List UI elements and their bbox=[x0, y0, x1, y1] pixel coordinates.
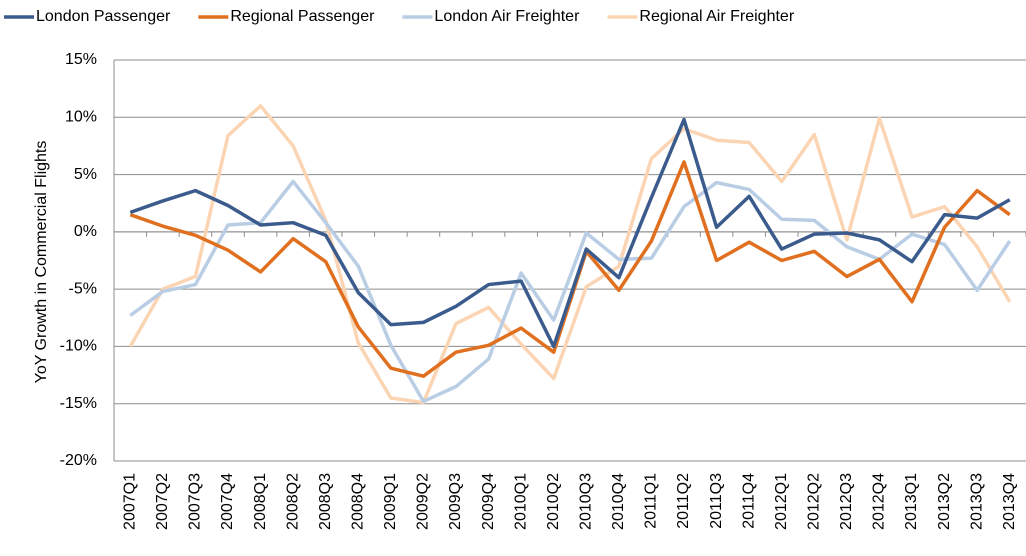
legend-label: Regional Passenger bbox=[230, 8, 375, 25]
x-tick-label: 2011Q4 bbox=[740, 473, 757, 529]
x-tick-label: 2012Q1 bbox=[773, 473, 790, 530]
y-tick-label: 15% bbox=[65, 51, 97, 68]
x-tick-label: 2010Q4 bbox=[610, 473, 627, 530]
y-tick-label: 10% bbox=[65, 109, 97, 126]
x-tick-label: 2013Q1 bbox=[903, 473, 920, 530]
y-tick-label: 0% bbox=[74, 223, 97, 240]
x-tick-label: 2012Q4 bbox=[871, 473, 888, 530]
y-tick-label: -5% bbox=[69, 280, 97, 297]
x-tick-label: 2013Q2 bbox=[936, 473, 953, 530]
series-line bbox=[129, 160, 1011, 378]
x-tick-label: 2011Q3 bbox=[708, 473, 725, 529]
x-tick-label: 2007Q2 bbox=[154, 473, 171, 530]
x-tick-label: 2010Q1 bbox=[512, 473, 529, 530]
y-axis-title: YoY Growth in Commercial Flights bbox=[33, 141, 50, 384]
x-tick-label: 2012Q3 bbox=[838, 473, 855, 530]
x-tick-label: 2007Q4 bbox=[219, 473, 236, 530]
series-line bbox=[129, 117, 1011, 349]
x-tick-label: 2013Q3 bbox=[968, 473, 985, 530]
legend-label: Regional Air Freighter bbox=[639, 8, 794, 25]
series-line bbox=[129, 179, 1012, 404]
x-tick-label: 2010Q3 bbox=[578, 473, 595, 530]
x-tick-label: 2008Q1 bbox=[252, 473, 269, 530]
x-tick-label: 2009Q4 bbox=[480, 473, 497, 530]
x-tick-label: 2011Q1 bbox=[643, 473, 660, 529]
x-tick-label: 2012Q2 bbox=[806, 473, 823, 530]
y-tick-label: 5% bbox=[74, 166, 97, 183]
y-tick-label: -20% bbox=[60, 452, 97, 469]
x-tick-label: 2010Q2 bbox=[545, 473, 562, 530]
y-tick-label: -15% bbox=[60, 395, 97, 412]
x-tick-label: 2007Q3 bbox=[187, 473, 204, 530]
series-line bbox=[128, 104, 1012, 405]
legend-label: London Passenger bbox=[36, 8, 171, 25]
y-tick-label: -10% bbox=[60, 338, 97, 355]
x-tick-label: 2008Q4 bbox=[350, 473, 367, 530]
x-tick-label: 2009Q2 bbox=[415, 473, 432, 530]
x-tick-label: 2011Q2 bbox=[675, 473, 692, 529]
x-tick-label: 2013Q4 bbox=[1001, 473, 1018, 530]
x-tick-label: 2009Q3 bbox=[447, 473, 464, 530]
x-tick-label: 2009Q1 bbox=[382, 473, 399, 530]
x-tick-label: 2007Q1 bbox=[122, 473, 139, 530]
x-tick-label: 2008Q2 bbox=[284, 473, 301, 530]
x-tick-label: 2008Q3 bbox=[317, 473, 334, 530]
legend-label: London Air Freighter bbox=[434, 8, 580, 25]
